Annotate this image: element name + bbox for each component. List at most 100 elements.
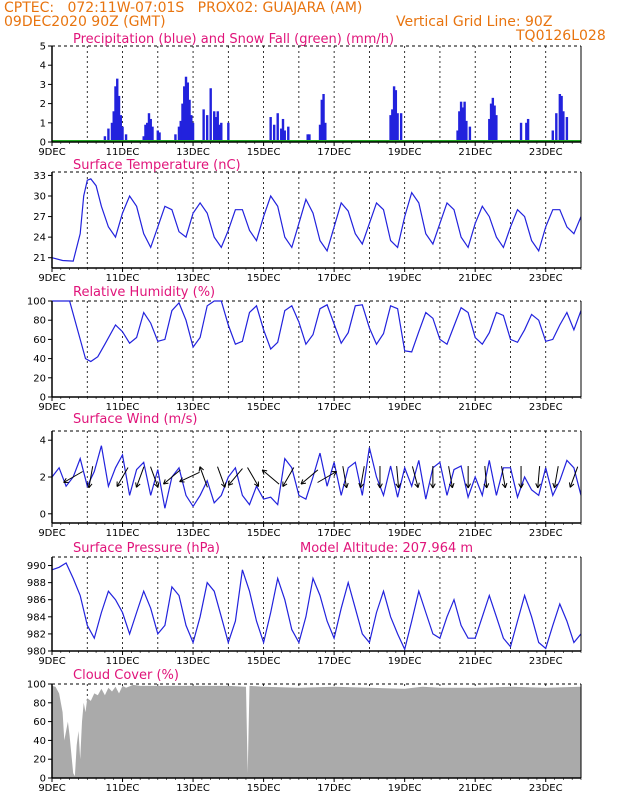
y-tick-label: 80 — [33, 316, 46, 327]
x-tick-label: 19DEC — [388, 783, 422, 794]
wind-vector — [282, 467, 295, 487]
precip-bar — [177, 126, 181, 142]
precip-bar — [322, 94, 325, 142]
x-tick-label: 23DEC — [529, 147, 563, 158]
x-tick-label: 15DEC — [247, 783, 281, 794]
x-tick-label: 9DEC — [38, 402, 65, 413]
wind-arrowhead — [220, 482, 227, 488]
wind-arrowhead — [568, 482, 575, 488]
y-tick-label: 30 — [33, 192, 46, 203]
wind-vector — [448, 466, 453, 488]
panel-title: Precipitation (blue) and Snow Fall (gree… — [73, 32, 394, 47]
precip-bar — [188, 99, 191, 142]
panel-1 — [48, 45, 582, 146]
wind-vector — [411, 466, 419, 488]
precip-bar — [213, 111, 216, 142]
x-tick-label: 15DEC — [247, 273, 281, 284]
x-tick-label: 11DEC — [106, 783, 140, 794]
wind-arrowhead — [377, 483, 383, 489]
precip-bar — [124, 134, 128, 142]
wind-vector — [342, 466, 348, 488]
wind-arrowhead — [63, 477, 69, 483]
precip-bar — [147, 113, 151, 142]
precip-bar — [555, 113, 558, 142]
x-tick-label: 23DEC — [529, 656, 563, 667]
wind-vector — [150, 466, 159, 488]
precip-bar — [121, 126, 124, 142]
x-tick-label: 15DEC — [247, 147, 281, 158]
precip-bar — [107, 128, 110, 142]
wind-vector — [317, 471, 337, 483]
wind-arrowhead — [465, 483, 471, 489]
station-info: CPTEC: 072:11W-07:01S PROX02: GUAJARA (A… — [4, 0, 363, 16]
x-tick-label: 11DEC — [106, 273, 140, 284]
y-tick-label: 100 — [27, 297, 46, 308]
y-tick-label: 988 — [27, 578, 46, 589]
wind-vector — [217, 466, 226, 488]
precip-bar — [218, 124, 221, 142]
wind-vector — [396, 465, 400, 489]
wind-vector — [247, 467, 259, 487]
y-tick-label: 3 — [40, 80, 46, 91]
precip-bar — [565, 117, 569, 142]
x-tick-label: 13DEC — [176, 402, 210, 413]
precip-bar — [191, 122, 195, 142]
y-tick-label: 4 — [40, 61, 46, 72]
panel-4 — [48, 430, 582, 527]
wind-vector — [537, 465, 541, 489]
panel-title: Cloud Cover (%) — [73, 668, 179, 683]
precip-bar — [190, 115, 193, 142]
precip-bar — [174, 134, 177, 142]
precip-bar — [142, 136, 145, 142]
precip-bar — [114, 86, 117, 142]
x-tick-label: 9DEC — [38, 783, 65, 794]
y-tick-label: 990 — [27, 561, 46, 572]
precip-bar — [399, 113, 403, 142]
precip-bar — [519, 122, 523, 142]
x-tick-label: 9DEC — [38, 528, 65, 539]
precip-bar — [392, 86, 396, 142]
x-tick-label: 17DEC — [317, 783, 351, 794]
wind-arrowhead — [483, 483, 490, 489]
precip-bar — [179, 120, 182, 142]
wind-arrowhead — [395, 483, 402, 489]
x-tick-label: 17DEC — [317, 273, 351, 284]
wind-vector — [501, 466, 506, 488]
x-tick-label: 13DEC — [176, 783, 210, 794]
x-tick-label: 23DEC — [529, 528, 563, 539]
series-line — [52, 300, 582, 363]
precip-bar — [391, 109, 394, 142]
y-tick-label: 20 — [33, 755, 46, 766]
x-tick-label: 11DEC — [106, 656, 140, 667]
wind-arrowhead — [261, 469, 268, 475]
wind-arrowhead — [518, 483, 524, 489]
y-tick-label: 33 — [33, 171, 46, 182]
precip-bar — [269, 117, 272, 142]
panel-6 — [48, 683, 582, 782]
precip-bar — [280, 128, 283, 142]
panel-5 — [48, 556, 582, 655]
precip-bar — [320, 99, 323, 142]
panel-title: Surface Wind (m/s) — [73, 412, 197, 427]
panel-2 — [48, 171, 582, 272]
precip-bar — [461, 107, 465, 142]
y-tick-label: 0 — [40, 774, 46, 785]
precip-bar — [186, 82, 189, 142]
wind-vector — [359, 466, 365, 488]
y-tick-label: 5 — [40, 42, 46, 53]
x-tick-label: 13DEC — [176, 656, 210, 667]
precip-bar — [491, 97, 495, 142]
wind-arrowhead — [300, 479, 307, 485]
y-tick-label: 0 — [40, 138, 46, 149]
wind-vector — [227, 468, 243, 486]
wind-vector — [484, 465, 488, 489]
x-tick-label: 21DEC — [458, 402, 492, 413]
precip-bar — [468, 126, 472, 142]
series-line — [51, 562, 582, 652]
y-tick-label: 986 — [27, 595, 46, 606]
precip-bar — [116, 78, 119, 142]
precip-bar — [493, 105, 496, 142]
precip-bar — [151, 126, 154, 142]
x-tick-label: 9DEC — [38, 273, 65, 284]
grid-note: Vertical Grid Line: 90Z — [396, 14, 553, 30]
